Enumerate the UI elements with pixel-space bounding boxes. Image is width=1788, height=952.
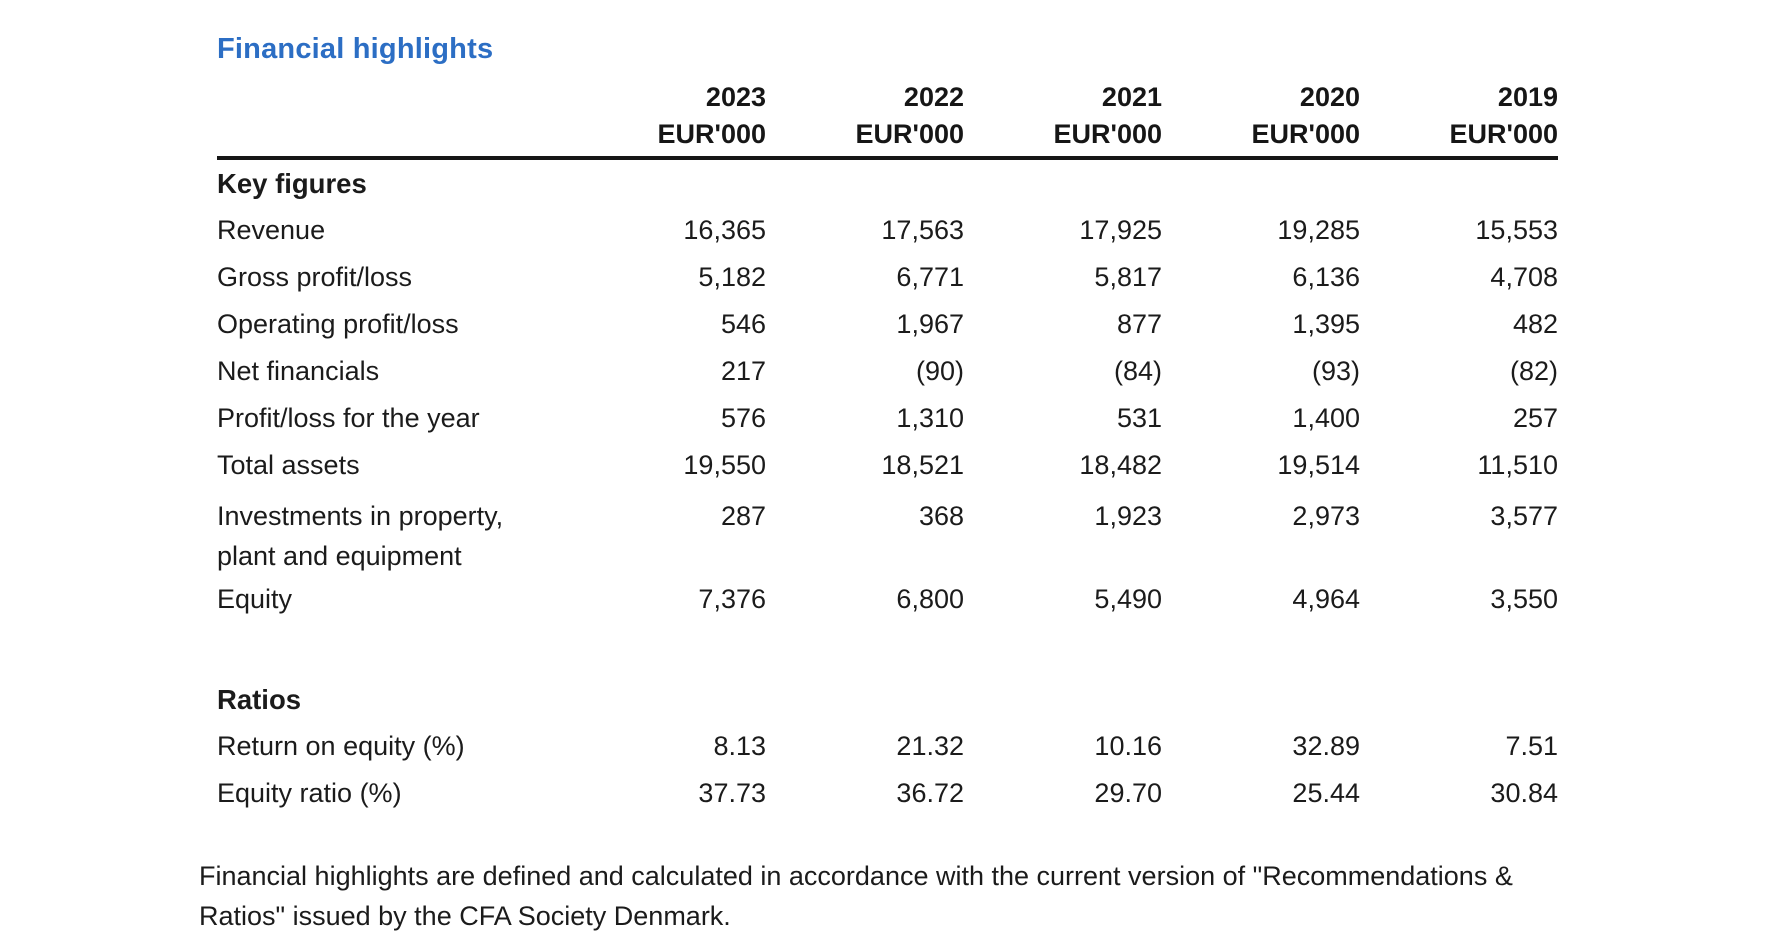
- row-label: Return on equity (%): [217, 731, 465, 761]
- cell-value: 17,925: [1079, 215, 1162, 245]
- cell-value: 11,510: [1477, 450, 1558, 480]
- cell-value: 531: [1116, 403, 1162, 433]
- cell-value: 3,550: [1490, 584, 1558, 614]
- cell-value: (90): [915, 356, 964, 386]
- cell-value: 18,482: [1079, 450, 1162, 480]
- table-row: Operating profit/loss 546 1,967 877 1,395 482: [217, 301, 1558, 348]
- header-unit-spacer: [217, 116, 568, 160]
- footnote-line-1: Financial highlights are defined and cal…: [199, 861, 1513, 891]
- cell-value: 5,490: [1094, 584, 1162, 614]
- cell-value: 2,973: [1292, 501, 1360, 531]
- cell-value: 37.73: [698, 778, 766, 808]
- cell-value: 877: [1116, 309, 1162, 339]
- cell-value: 1,400: [1292, 403, 1360, 433]
- table-row: Total assets 19,550 18,521 18,482 19,514 11,5…: [217, 442, 1558, 489]
- cell-value: 32.89: [1292, 731, 1360, 761]
- header-label-spacer: [217, 78, 568, 116]
- spacer-row: [217, 623, 1558, 676]
- table-header: 2023 2022 2021 2020 2019 EUR'000 EUR'000 EUR'0…: [217, 78, 1558, 160]
- unit-header-2020: EUR'000: [1162, 116, 1360, 160]
- cell-value: 6,771: [896, 262, 964, 292]
- year-header-2023: 2023: [705, 81, 766, 112]
- cell-value: 29.70: [1094, 778, 1162, 808]
- row-label: Equity: [217, 584, 293, 614]
- cell-value: 6,800: [896, 584, 964, 614]
- cell-value: 1,923: [1094, 501, 1162, 531]
- cell-value: (84): [1113, 356, 1162, 386]
- cell-value: 217: [720, 356, 766, 386]
- cell-value: (82): [1509, 356, 1558, 386]
- table-row: Equity ratio (%) 37.73 36.72 29.70 25.44 30.8…: [217, 770, 1558, 817]
- table-row: Investments in property, plant and equipm…: [217, 489, 1558, 576]
- cell-value: 10.16: [1094, 731, 1162, 761]
- cell-value: 18,521: [881, 450, 964, 480]
- row-label: Net financials: [217, 356, 380, 386]
- footnote-line-2: Ratios" issued by the CFA Society Denmar…: [199, 901, 731, 931]
- cell-value: 5,817: [1094, 262, 1162, 292]
- table-row: Net financials 217 (90) (84) (93) (82): [217, 348, 1558, 395]
- cell-value: 287: [720, 501, 766, 531]
- cell-value: 36.72: [896, 778, 964, 808]
- cell-value: 546: [720, 309, 766, 339]
- year-header-2019: 2019: [1497, 81, 1558, 112]
- cell-value: 1,395: [1292, 309, 1360, 339]
- cell-value: 25.44: [1292, 778, 1360, 808]
- financial-highlights-table: 2023 2022 2021 2020 2019 EUR'000 EUR'000 EUR'0…: [217, 78, 1558, 817]
- cell-value: 21.32: [896, 731, 964, 761]
- row-label: Revenue: [217, 215, 326, 245]
- row-label: Gross profit/loss: [217, 262, 413, 292]
- cell-value: 15,553: [1475, 215, 1558, 245]
- section-label: Key figures: [217, 168, 367, 199]
- year-header-2020: 2020: [1299, 81, 1360, 112]
- cell-value: 19,514: [1277, 450, 1360, 480]
- cell-value: 30.84: [1490, 778, 1558, 808]
- spacer-cell: [217, 623, 1558, 676]
- cell-value: 1,310: [896, 403, 964, 433]
- year-header-2021: 2021: [1101, 81, 1162, 112]
- year-header-row: 2023 2022 2021 2020 2019: [217, 78, 1558, 116]
- cell-value: 7.51: [1505, 731, 1558, 761]
- cell-value: 4,708: [1490, 262, 1558, 292]
- document-title: Financial highlights: [217, 33, 494, 65]
- footnote: Financial highlights are defined and cal…: [199, 856, 1513, 936]
- table-row: Return on equity (%) 8.13 21.32 10.16 32.89 7…: [217, 723, 1558, 770]
- cell-value: 257: [1512, 403, 1558, 433]
- cell-value: 19,285: [1277, 215, 1360, 245]
- unit-header-2023: EUR'000: [568, 116, 766, 160]
- cell-value: (93): [1311, 356, 1360, 386]
- section-row: Ratios: [217, 676, 1558, 723]
- cell-value: 4,964: [1292, 584, 1360, 614]
- year-header-2022: 2022: [903, 81, 964, 112]
- section-row: Key figures: [217, 158, 1558, 207]
- table-row: Gross profit/loss 5,182 6,771 5,817 6,136 4,7…: [217, 254, 1558, 301]
- cell-value: 5,182: [698, 262, 766, 292]
- row-label: Investments in property, plant and equipm…: [217, 501, 504, 571]
- row-label: Total assets: [217, 450, 360, 480]
- row-label: Equity ratio (%): [217, 778, 402, 808]
- unit-header-2021: EUR'000: [964, 116, 1162, 160]
- table-row: Profit/loss for the year 576 1,310 531 1,400…: [217, 395, 1558, 442]
- unit-header-2022: EUR'000: [766, 116, 964, 160]
- cell-value: 17,563: [881, 215, 964, 245]
- cell-value: 7,376: [698, 584, 766, 614]
- cell-value: 6,136: [1292, 262, 1360, 292]
- cell-value: 1,967: [896, 309, 964, 339]
- row-label: Profit/loss for the year: [217, 403, 480, 433]
- table-row: Equity 7,376 6,800 5,490 4,964 3,550: [217, 576, 1558, 623]
- unit-header-2019: EUR'000: [1360, 116, 1558, 160]
- row-label: Operating profit/loss: [217, 309, 459, 339]
- unit-header-row: EUR'000 EUR'000 EUR'000 EUR'000 EUR'000: [217, 116, 1558, 160]
- table-row: Revenue 16,365 17,563 17,925 19,285 15,553: [217, 207, 1558, 254]
- cell-value: 482: [1512, 309, 1558, 339]
- table-body: Key figures Revenue 16,365 17,563 17,925 19,2…: [217, 158, 1558, 817]
- cell-value: 16,365: [683, 215, 766, 245]
- cell-value: 368: [918, 501, 964, 531]
- cell-value: 3,577: [1490, 501, 1558, 531]
- cell-value: 576: [720, 403, 766, 433]
- cell-value: 19,550: [683, 450, 766, 480]
- section-label: Ratios: [217, 684, 302, 715]
- cell-value: 8.13: [713, 731, 766, 761]
